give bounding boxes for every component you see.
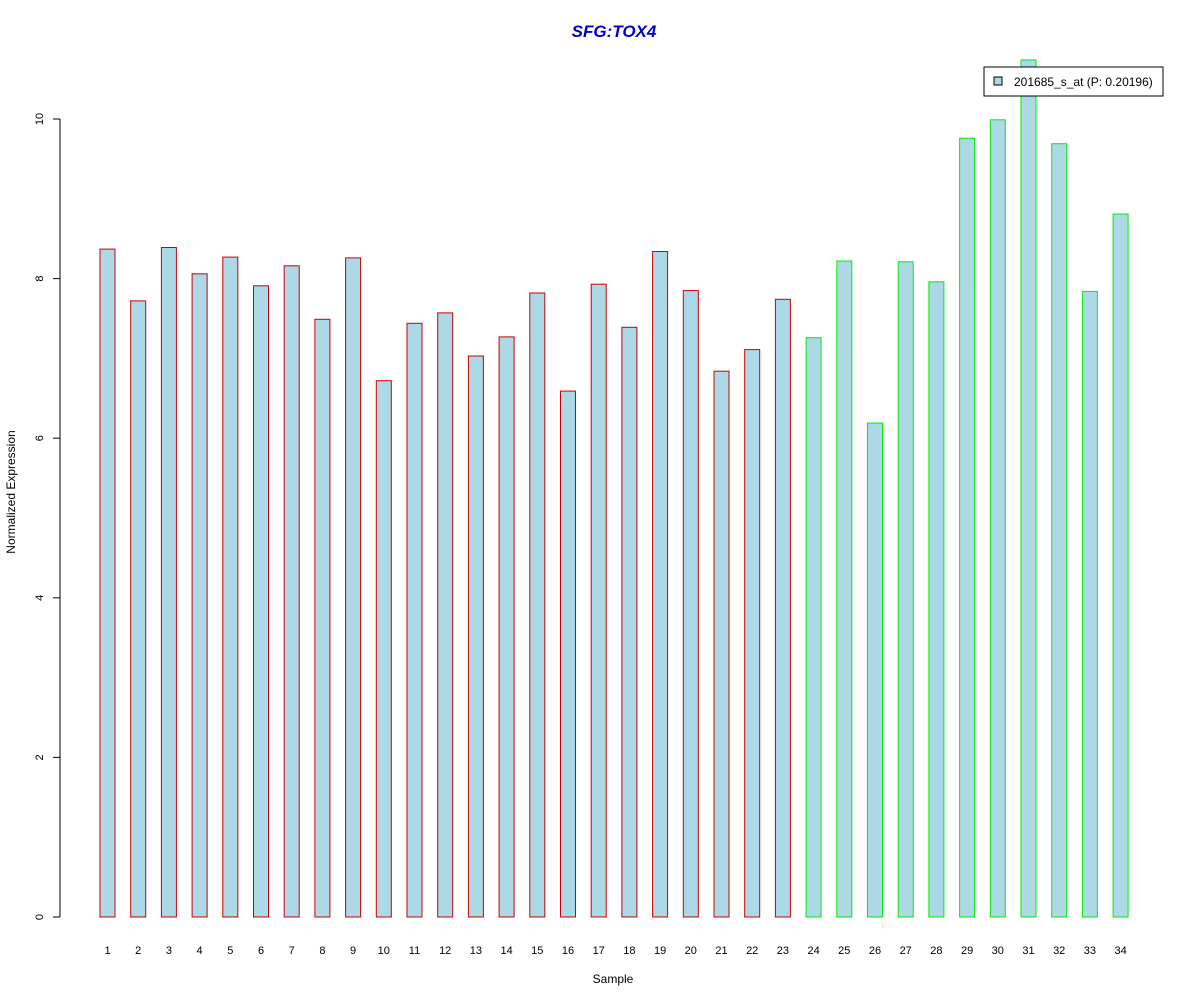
bar-sample-21	[713, 370, 730, 918]
x-tick-label: 5	[227, 945, 233, 957]
bar-sample-22	[744, 349, 761, 918]
x-tick-label: 1	[104, 945, 110, 957]
bar-sample-27	[897, 261, 914, 918]
bar-sample-25	[836, 260, 853, 918]
x-tick-label: 31	[1022, 945, 1034, 957]
x-tick-label: 10	[378, 945, 390, 957]
bar-sample-17	[590, 283, 607, 918]
bar-sample-30	[989, 119, 1006, 918]
x-tick-label: 33	[1084, 945, 1096, 957]
x-tick-label: 26	[869, 945, 881, 957]
x-tick-label: 3	[166, 945, 172, 957]
y-tick-label: 0	[34, 914, 46, 920]
x-tick-label: 17	[593, 945, 605, 957]
x-tick-label: 18	[623, 945, 635, 957]
x-tick-label: 8	[319, 945, 325, 957]
x-tick-label: 23	[777, 945, 789, 957]
bar-sample-7	[283, 265, 300, 918]
x-tick-label: 11	[409, 945, 420, 957]
x-tick-label: 9	[350, 945, 356, 957]
x-tick-label: 25	[838, 945, 850, 957]
bar-sample-15	[529, 292, 546, 918]
x-tick-label: 12	[439, 945, 451, 957]
bar-sample-23	[774, 298, 791, 918]
bar-sample-14	[498, 336, 515, 918]
x-tick-label: 19	[654, 945, 666, 957]
bar-sample-13	[467, 355, 484, 918]
bar-sample-1	[99, 248, 116, 918]
x-tick-labels: 1 2 3 4 5 6 7 8 9 10 11 12 13 14 15 16 17 18 19 20 21 22 23 24 2…	[104, 945, 1126, 957]
x-tick-label: 24	[807, 945, 819, 957]
legend-label: 201685_s_at (P: 0.20196)	[1014, 75, 1153, 89]
bar-sample-31	[1020, 59, 1037, 918]
x-tick-label: 2	[135, 945, 141, 957]
legend-swatch	[993, 76, 1003, 86]
bar-sample-5	[222, 256, 239, 918]
bar-sample-24	[805, 337, 822, 918]
y-tick-label: 4	[34, 595, 46, 601]
legend: 201685_s_at (P: 0.20196)	[983, 66, 1164, 97]
y-axis-label: Normalized Expression	[4, 430, 18, 553]
bars	[99, 59, 1129, 918]
x-tick-label: 16	[562, 945, 574, 957]
bar-sample-2	[130, 300, 147, 918]
bar-sample-29	[959, 137, 976, 918]
y-tick-label: 6	[34, 435, 46, 441]
chart-title: SFG:TOX4	[572, 22, 657, 41]
x-tick-label: 28	[930, 945, 942, 957]
bar-sample-34	[1112, 213, 1129, 918]
bar-sample-3	[160, 247, 177, 918]
x-tick-label: 21	[715, 945, 727, 957]
x-tick-label: 27	[900, 945, 912, 957]
bar-sample-28	[928, 281, 945, 918]
x-tick-label: 30	[992, 945, 1004, 957]
bar-sample-18	[621, 326, 638, 918]
x-tick-label: 32	[1053, 945, 1065, 957]
y-axis: 0 2 4 6 8 10	[34, 113, 61, 920]
bar-sample-10	[375, 380, 392, 918]
x-tick-label: 15	[531, 945, 543, 957]
x-tick-label: 20	[685, 945, 697, 957]
bar-sample-33	[1081, 290, 1098, 918]
x-tick-label: 29	[961, 945, 973, 957]
x-tick-label: 22	[746, 945, 758, 957]
bar-sample-32	[1051, 143, 1068, 918]
y-tick-label: 10	[34, 113, 46, 125]
bar-sample-4	[191, 273, 208, 918]
x-tick-label: 14	[500, 945, 512, 957]
x-axis-label: Sample	[593, 972, 634, 986]
bar-sample-12	[437, 312, 454, 918]
x-tick-label: 6	[258, 945, 264, 957]
bar-sample-16	[560, 390, 576, 918]
bar-sample-26	[867, 422, 883, 918]
x-tick-label: 13	[470, 945, 482, 957]
y-tick-label: 2	[34, 754, 46, 760]
bar-sample-19	[652, 251, 669, 918]
bar-sample-6	[253, 285, 269, 918]
bar-sample-11	[406, 322, 423, 918]
x-tick-label: 4	[197, 945, 203, 957]
x-tick-label: 34	[1114, 945, 1126, 957]
y-tick-label: 8	[34, 276, 46, 282]
legend-box	[983, 66, 1164, 97]
bar-sample-8	[314, 318, 331, 918]
bar-sample-9	[345, 257, 362, 918]
bar-sample-20	[682, 290, 699, 918]
x-tick-label: 7	[289, 945, 295, 957]
